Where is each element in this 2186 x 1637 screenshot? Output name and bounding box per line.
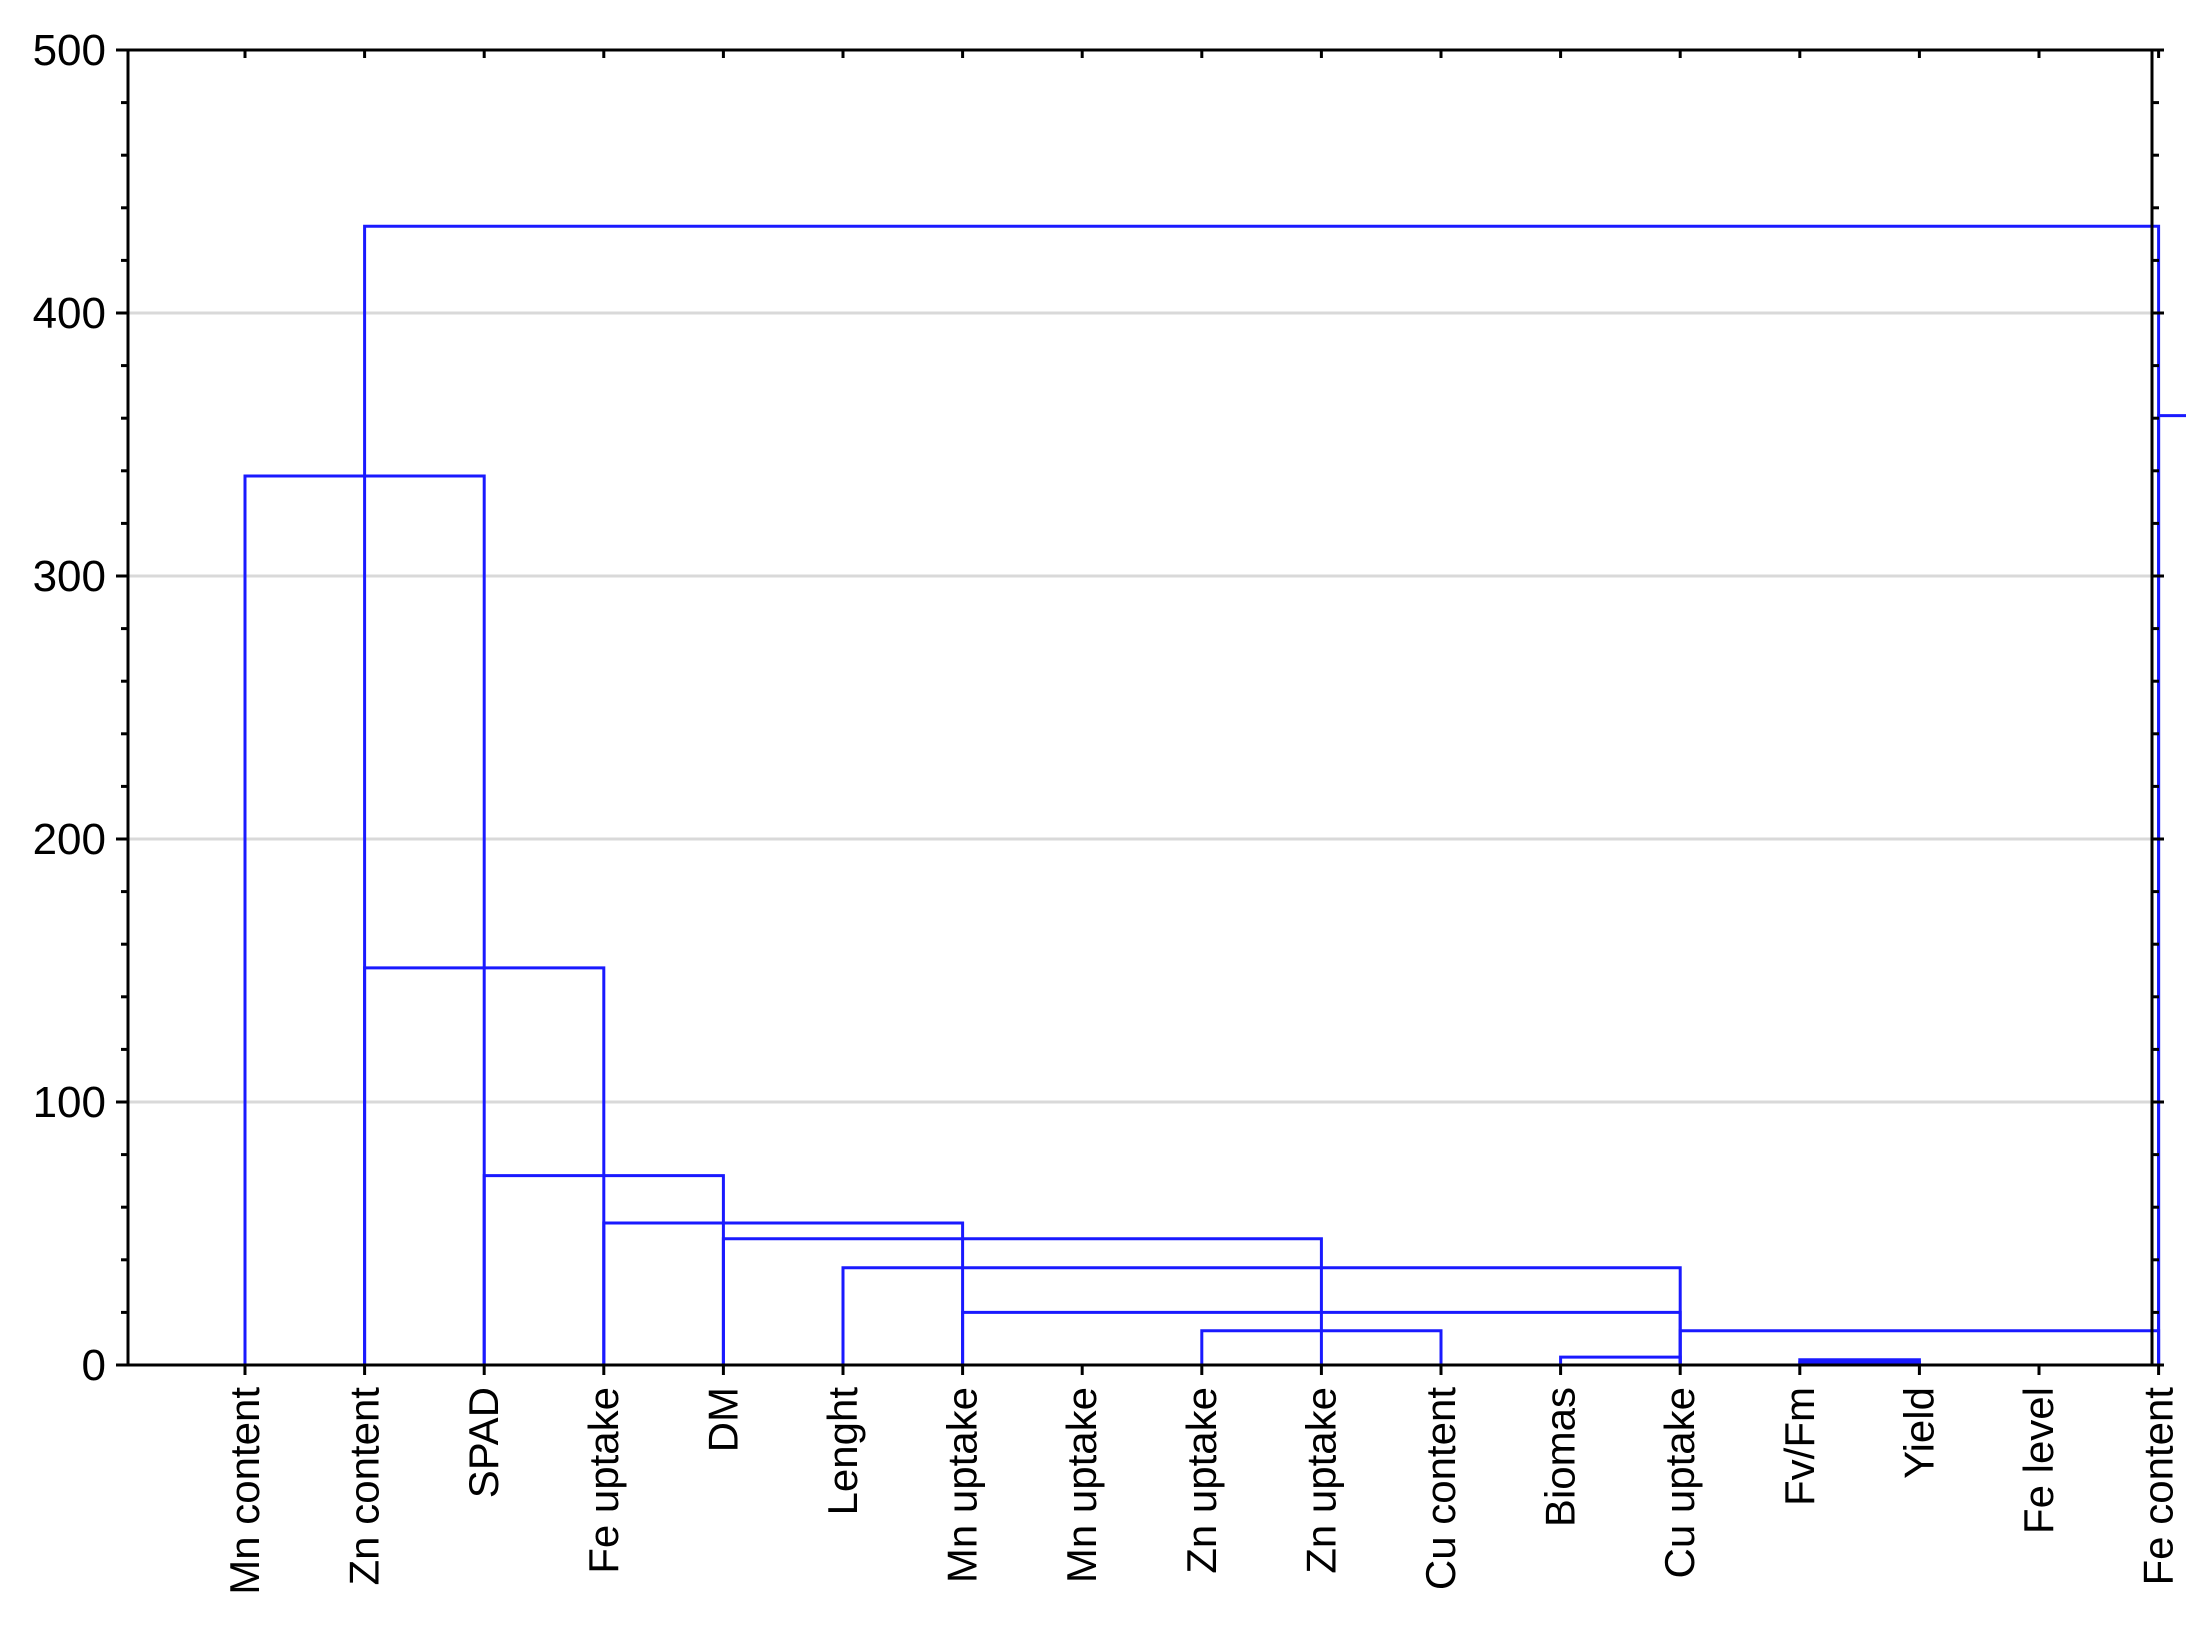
leaf-label: Cu content xyxy=(1417,1387,1464,1590)
plot-border xyxy=(126,48,2154,1367)
dendrogram-link xyxy=(2157,414,2186,1365)
plot-frame xyxy=(126,48,2154,1367)
dendrogram-link xyxy=(1798,1358,1921,1365)
dendrogram-links xyxy=(243,224,2186,1367)
dendrogram-link xyxy=(363,224,2161,1365)
leaf-label: Zn content xyxy=(341,1387,388,1586)
dendrogram-link xyxy=(721,1237,1323,1365)
y-tick-label: 400 xyxy=(33,289,106,338)
dendrogram-link xyxy=(602,1221,965,1365)
y-tick-label: 300 xyxy=(33,552,106,601)
leaf-label: DM xyxy=(699,1387,746,1452)
leaf-label: Mn uptake xyxy=(939,1387,986,1583)
leaf-labels: Mn content Zn content SPAD Fe uptake DM Lengh… xyxy=(221,1387,2182,1595)
leaf-label: Mn content xyxy=(221,1387,268,1595)
y-tick-label: 500 xyxy=(33,26,106,75)
leaf-label: Fv/Fm xyxy=(1776,1387,1823,1506)
leaf-label: Cu uptake xyxy=(1656,1387,1703,1578)
y-axis-ticks: 0 100 200 300 400 500 xyxy=(33,26,2164,1390)
y-tick-label: 200 xyxy=(33,815,106,864)
leaf-label: Biomas xyxy=(1537,1387,1584,1527)
leaf-label: Zn uptake xyxy=(1297,1387,1344,1574)
leaf-label: SPAD xyxy=(460,1387,507,1498)
leaf-label: Zn uptake xyxy=(1178,1387,1225,1574)
leaf-label: Fe level xyxy=(2015,1387,2062,1534)
grid-lines xyxy=(128,311,2152,1104)
dendrogram-link xyxy=(841,1266,1682,1365)
leaf-label: Lenght xyxy=(819,1387,866,1516)
leaf-label: Fe uptake xyxy=(580,1387,627,1574)
leaf-label: Fe content xyxy=(2135,1387,2182,1586)
leaf-label: Mn uptake xyxy=(1058,1387,1105,1583)
x-axis-ticks xyxy=(243,50,2161,1375)
y-tick-label: 0 xyxy=(82,1341,106,1390)
y-tick-label: 100 xyxy=(33,1078,106,1127)
leaf-label: Yield xyxy=(1895,1387,1942,1479)
